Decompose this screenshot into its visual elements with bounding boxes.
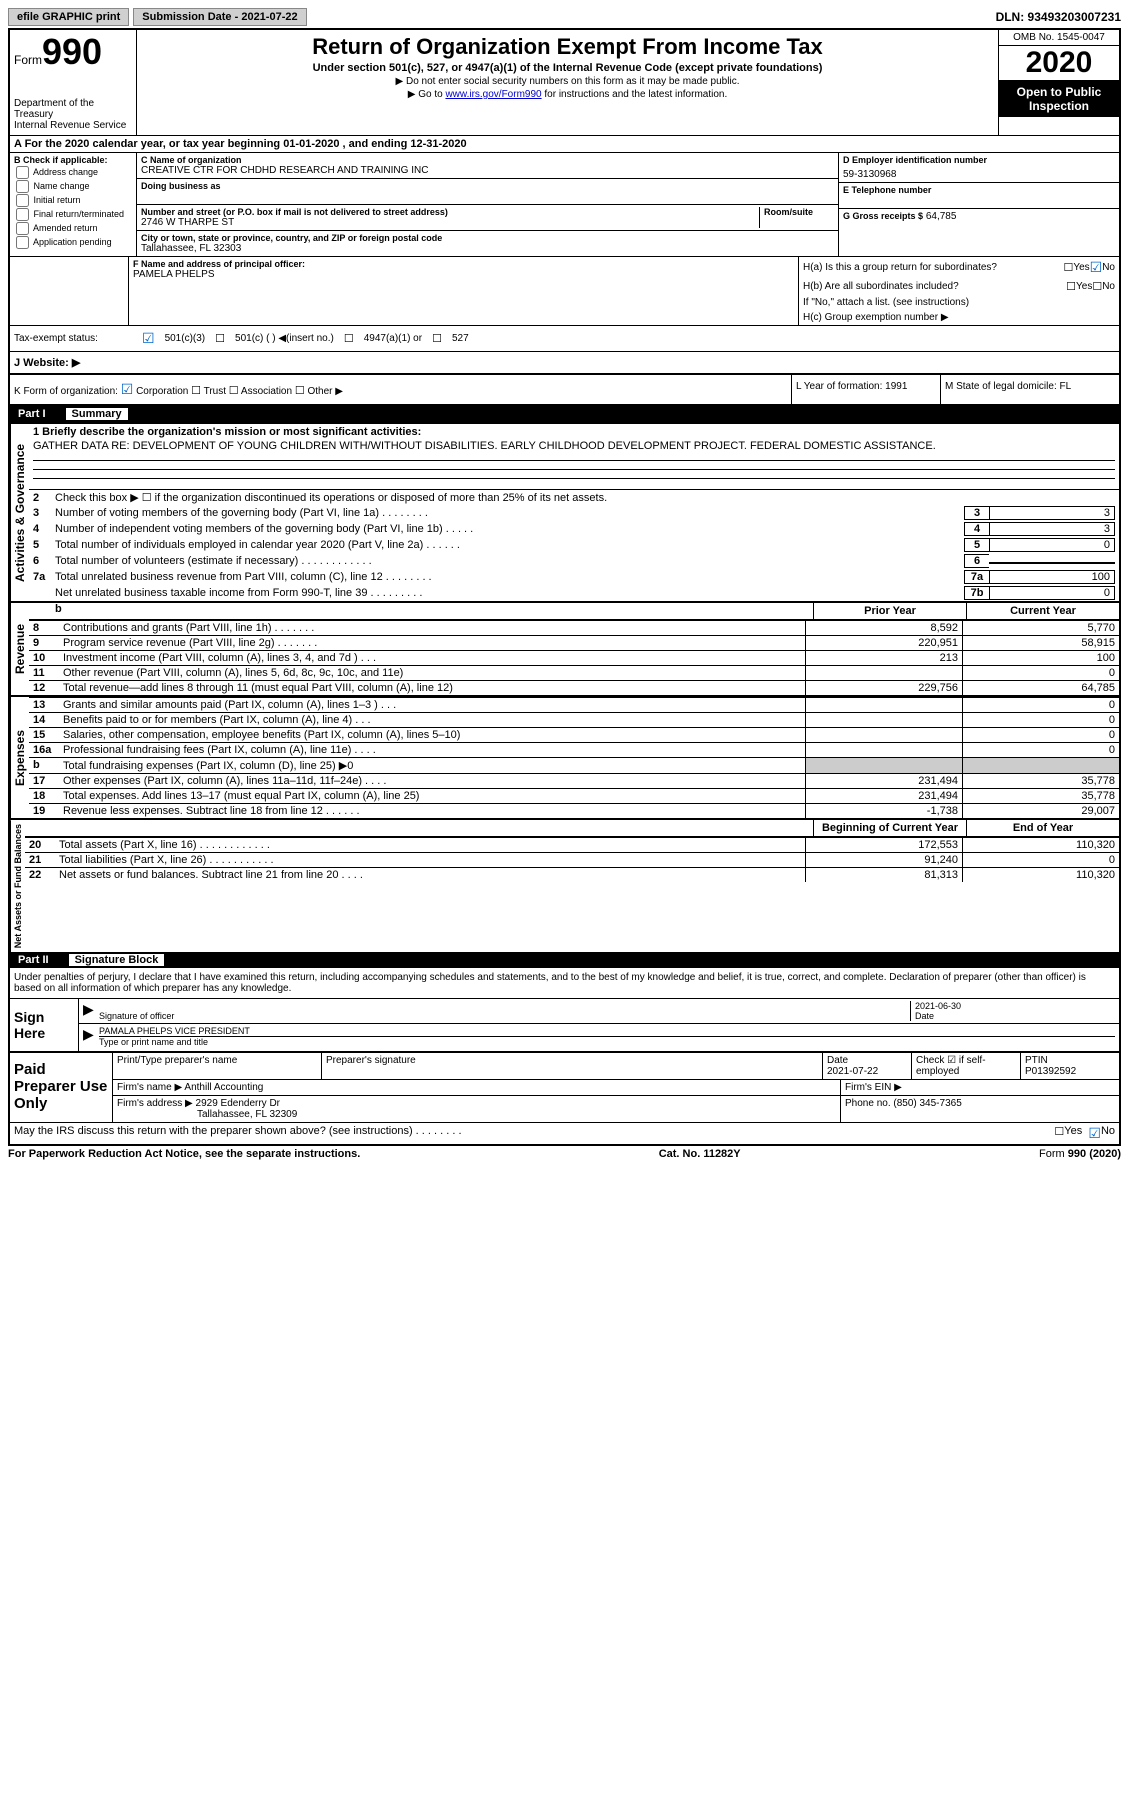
part-1-header: Part I Summary	[10, 406, 1119, 422]
gov-line: 7aTotal unrelated business revenue from …	[29, 569, 1119, 585]
city-state: Tallahassee, FL 32303	[141, 243, 834, 254]
form-container: Form990 Department of the Treasury Inter…	[8, 28, 1121, 1146]
data-row: 22Net assets or fund balances. Subtract …	[25, 867, 1119, 882]
year-formation: L Year of formation: 1991	[791, 375, 940, 404]
gross-receipts: 64,785	[926, 211, 957, 222]
col-c: C Name of organizationCREATIVE CTR FOR C…	[137, 153, 839, 256]
vert-revenue: Revenue	[10, 603, 29, 695]
data-row: 13Grants and similar amounts paid (Part …	[29, 697, 1119, 712]
declaration-text: Under penalties of perjury, I declare th…	[10, 968, 1119, 998]
gov-line: 4Number of independent voting members of…	[29, 521, 1119, 537]
data-row: 14Benefits paid to or for members (Part …	[29, 712, 1119, 727]
discuss-question: May the IRS discuss this return with the…	[14, 1125, 1054, 1142]
data-row: 9Program service revenue (Part VIII, lin…	[29, 635, 1119, 650]
vert-expenses: Expenses	[10, 697, 29, 818]
gov-line: 5Total number of individuals employed in…	[29, 537, 1119, 553]
firm-name: Anthill Accounting	[184, 1082, 263, 1093]
gov-line: 6Total number of volunteers (estimate if…	[29, 553, 1119, 569]
officer-name: PAMALA PHELPS VICE PRESIDENT	[99, 1026, 1115, 1037]
page-footer: For Paperwork Reduction Act Notice, see …	[8, 1146, 1121, 1162]
vert-netassets: Net Assets or Fund Balances	[10, 820, 25, 952]
col-right: D Employer identification number59-31309…	[839, 153, 1119, 256]
cb-initial[interactable]: Initial return	[14, 194, 132, 207]
omb-cell: OMB No. 1545-0047 2020 Open to Public In…	[998, 30, 1119, 135]
dept-label: Department of the Treasury Internal Reve…	[14, 98, 132, 131]
vert-activities: Activities & Governance	[10, 424, 29, 601]
ein: 59-3130968	[843, 169, 1115, 180]
title-center: Return of Organization Exempt From Incom…	[137, 30, 998, 135]
cb-final[interactable]: Final return/terminated	[14, 208, 132, 221]
gov-line: 2Check this box ▶ ☐ if the organization …	[29, 490, 1119, 505]
data-row: 16aProfessional fundraising fees (Part I…	[29, 742, 1119, 757]
sub-date-btn[interactable]: Submission Date - 2021-07-22	[133, 8, 306, 26]
cb-pending[interactable]: Application pending	[14, 236, 132, 249]
main-title: Return of Organization Exempt From Incom…	[145, 34, 990, 60]
k-form-org: K Form of organization: ☑ Corporation ☐ …	[10, 375, 791, 404]
data-row: 21Total liabilities (Part X, line 26) . …	[25, 852, 1119, 867]
data-row: 17Other expenses (Part IX, column (A), l…	[29, 773, 1119, 788]
street-address: 2746 W THARPE ST	[141, 217, 759, 228]
gov-line: 3Number of voting members of the governi…	[29, 505, 1119, 521]
instructions-link[interactable]: www.irs.gov/Form990	[445, 89, 541, 100]
data-row: 11Other revenue (Part VIII, column (A), …	[29, 665, 1119, 680]
cb-address[interactable]: Address change	[14, 166, 132, 179]
data-row: bTotal fundraising expenses (Part IX, co…	[29, 757, 1119, 773]
data-row: 20Total assets (Part X, line 16) . . . .…	[25, 837, 1119, 852]
col-b-checkboxes: B Check if applicable: Address change Na…	[10, 153, 137, 256]
form-id-cell: Form990 Department of the Treasury Inter…	[10, 30, 137, 135]
data-row: 12Total revenue—add lines 8 through 11 (…	[29, 680, 1119, 695]
top-bar: efile GRAPHIC print Submission Date - 20…	[8, 8, 1121, 26]
calendar-year-line: A For the 2020 calendar year, or tax yea…	[10, 136, 1119, 153]
paid-preparer-label: Paid Preparer Use Only	[10, 1053, 113, 1122]
principal-officer: F Name and address of principal officer:…	[129, 257, 799, 325]
data-row: 8Contributions and grants (Part VIII, li…	[29, 620, 1119, 635]
tax-status-row: Tax-exempt status: ☑501(c)(3) ☐501(c) ( …	[10, 326, 1119, 352]
sign-here-label: Sign Here	[10, 999, 79, 1051]
cb-name[interactable]: Name change	[14, 180, 132, 193]
part-2-header: Part II Signature Block	[10, 952, 1119, 968]
data-row: 18Total expenses. Add lines 13–17 (must …	[29, 788, 1119, 803]
cb-amended[interactable]: Amended return	[14, 222, 132, 235]
data-row: 19Revenue less expenses. Subtract line 1…	[29, 803, 1119, 818]
prep-phone: Phone no. (850) 345-7365	[841, 1096, 1119, 1122]
data-row: 15Salaries, other compensation, employee…	[29, 727, 1119, 742]
ptin: P01392592	[1025, 1066, 1115, 1077]
dln: DLN: 93493203007231	[996, 10, 1121, 24]
state-domicile: M State of legal domicile: FL	[940, 375, 1119, 404]
mission-block: 1 Briefly describe the organization's mi…	[29, 424, 1119, 490]
data-row: 10Investment income (Part VIII, column (…	[29, 650, 1119, 665]
efile-btn[interactable]: efile GRAPHIC print	[8, 8, 129, 26]
gov-line: Net unrelated business taxable income fr…	[29, 585, 1119, 601]
org-name: CREATIVE CTR FOR CHDHD RESEARCH AND TRAI…	[141, 165, 834, 176]
website-row: J Website: ▶	[10, 352, 1119, 375]
